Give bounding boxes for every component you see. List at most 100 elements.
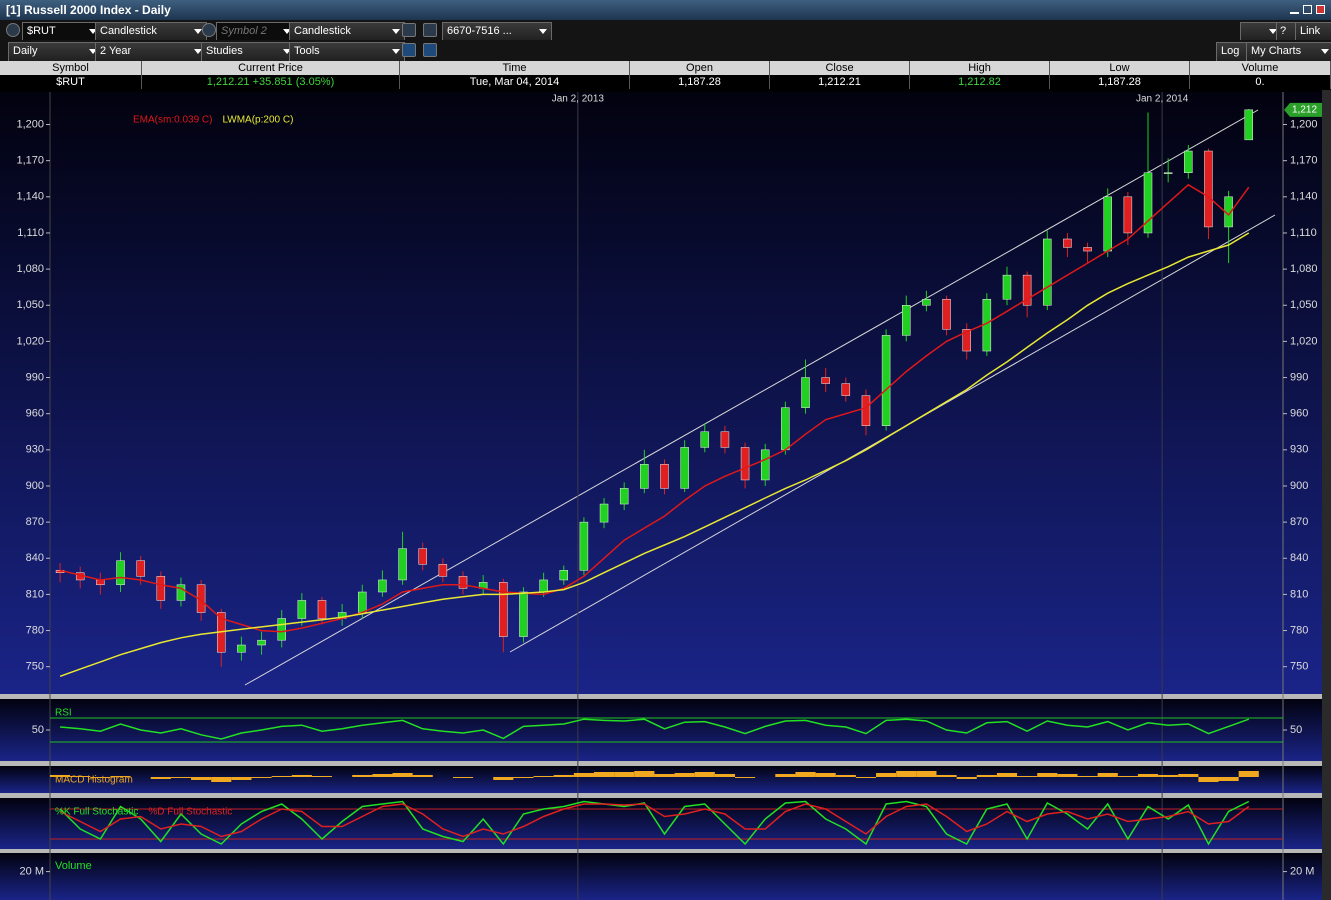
histogram-bar xyxy=(110,776,131,777)
candle-body xyxy=(660,464,669,489)
candle-body xyxy=(1204,150,1213,228)
histogram-bar xyxy=(291,775,312,777)
histogram-bar xyxy=(775,774,796,777)
close-button[interactable] xyxy=(1316,5,1325,14)
histogram-bar xyxy=(855,777,877,778)
indicator-line xyxy=(59,183,1250,633)
histogram-bar xyxy=(916,771,937,777)
histogram-bar xyxy=(150,777,171,779)
candle-body xyxy=(760,449,770,481)
minimize-button[interactable] xyxy=(1290,5,1299,14)
studies-text: Studies xyxy=(206,45,243,57)
symbol2-input[interactable]: Symbol 2 xyxy=(216,22,296,45)
histogram-bar xyxy=(392,773,413,777)
histogram-bar xyxy=(1097,773,1118,777)
y-tick-label: 870 xyxy=(26,516,44,528)
panel-separator[interactable] xyxy=(0,761,1322,766)
histogram-bar xyxy=(271,776,292,777)
histogram-bar xyxy=(936,775,957,777)
scrollbar[interactable] xyxy=(1322,90,1331,900)
y-tick-label: 1,080 xyxy=(16,263,44,275)
candle-body xyxy=(1022,274,1032,306)
quote-cell: 0. xyxy=(1190,75,1331,89)
panel-separator[interactable] xyxy=(0,849,1322,853)
chart-type2-dropdown[interactable]: Candlestick xyxy=(289,22,405,45)
stochastic-panel xyxy=(0,798,1322,849)
y-tick-label: 810 xyxy=(1290,588,1308,600)
quote-cell: 1,212.21 xyxy=(770,75,910,89)
quote-header: Symbol xyxy=(0,61,142,75)
candle-body xyxy=(579,521,589,571)
histogram-bar xyxy=(694,772,715,777)
y-tick-label: 750 xyxy=(1290,661,1308,673)
quote-cell: 1,212.21 +35.851 (3.05%) xyxy=(142,75,400,89)
log-text: Log xyxy=(1221,45,1240,57)
layout-icon[interactable] xyxy=(402,43,416,57)
candle-body xyxy=(922,298,931,306)
histogram-bar xyxy=(735,777,756,778)
histogram-bar xyxy=(1117,776,1138,777)
candle-body xyxy=(116,560,125,586)
y-tick-label: 840 xyxy=(1290,552,1308,564)
my-charts-text: My Charts xyxy=(1251,45,1302,57)
histogram-bar xyxy=(614,772,635,777)
legend-label: LWMA(p:200 C) xyxy=(222,115,293,126)
panel-title: Volume xyxy=(55,860,92,872)
cursor-icon[interactable] xyxy=(423,23,437,37)
period-dropdown[interactable]: Daily xyxy=(8,42,102,65)
y-tick-label: 1,050 xyxy=(1290,299,1318,311)
candle-body xyxy=(1083,247,1092,252)
y-tick-label: 1,200 xyxy=(16,118,44,130)
y-tick-label: 1,110 xyxy=(1290,227,1317,239)
y-tick-label: 780 xyxy=(26,624,44,636)
histogram-bar xyxy=(1137,774,1159,777)
volume-panel xyxy=(0,853,1322,900)
toolbar-row: $RUT Candlestick Symbol 2 Candlestick 66… xyxy=(0,20,1331,45)
window-title-bar: [1] Russell 2000 Index - Daily xyxy=(0,0,1331,20)
histogram-bar xyxy=(311,776,333,777)
candle-body xyxy=(458,576,468,589)
y-tick-label: 1,140 xyxy=(16,191,44,203)
y-tick-label: 20 M xyxy=(20,866,44,878)
search-icon[interactable] xyxy=(6,23,20,37)
candle-body xyxy=(801,377,810,408)
candle-body xyxy=(1002,274,1012,300)
y-tick-label: 780 xyxy=(1290,624,1308,636)
trend-channel-line[interactable] xyxy=(244,109,1259,686)
panel-separator[interactable] xyxy=(0,793,1322,798)
tools-text: Tools xyxy=(294,45,320,57)
panel-separator[interactable] xyxy=(0,694,1322,699)
search-icon[interactable] xyxy=(202,23,216,37)
histogram-bar xyxy=(50,775,71,777)
symbol-input[interactable]: $RUT xyxy=(22,22,102,45)
y-tick-label: 960 xyxy=(26,408,44,420)
histogram-bar xyxy=(70,776,91,777)
quote-header: High xyxy=(910,61,1050,75)
layout-icon[interactable] xyxy=(423,43,437,57)
y-tick-label: 960 xyxy=(1290,408,1308,420)
y-tick-label: 870 xyxy=(1290,516,1308,528)
candle-body xyxy=(841,383,851,396)
y-tick-label: 840 xyxy=(26,552,44,564)
y-tick-label: 20 M xyxy=(1290,866,1314,878)
y-tick-label: 1,020 xyxy=(16,335,44,347)
candle-body xyxy=(176,584,186,601)
toolbar-row: Daily 2 Year Studies Tools Log My Charts xyxy=(0,40,1331,65)
candle-body xyxy=(257,639,266,646)
link-button[interactable]: Link xyxy=(1295,22,1331,45)
quote-cell: 1,187.28 xyxy=(1050,75,1190,89)
histogram-bar xyxy=(533,776,554,777)
y-tick-label: 50 xyxy=(32,724,44,736)
histogram-bar xyxy=(714,774,735,777)
y-tick-label: 1,170 xyxy=(1290,155,1318,167)
histogram-bar xyxy=(1057,774,1078,777)
histogram-bar xyxy=(674,773,695,777)
maximize-button[interactable] xyxy=(1303,5,1312,14)
histogram-bar xyxy=(493,777,514,780)
zoom-icon[interactable] xyxy=(402,23,416,37)
y-tick-label: 810 xyxy=(26,588,44,600)
candle-body xyxy=(358,591,367,613)
candle-body xyxy=(559,570,568,581)
legend-label: RSI xyxy=(55,708,72,719)
